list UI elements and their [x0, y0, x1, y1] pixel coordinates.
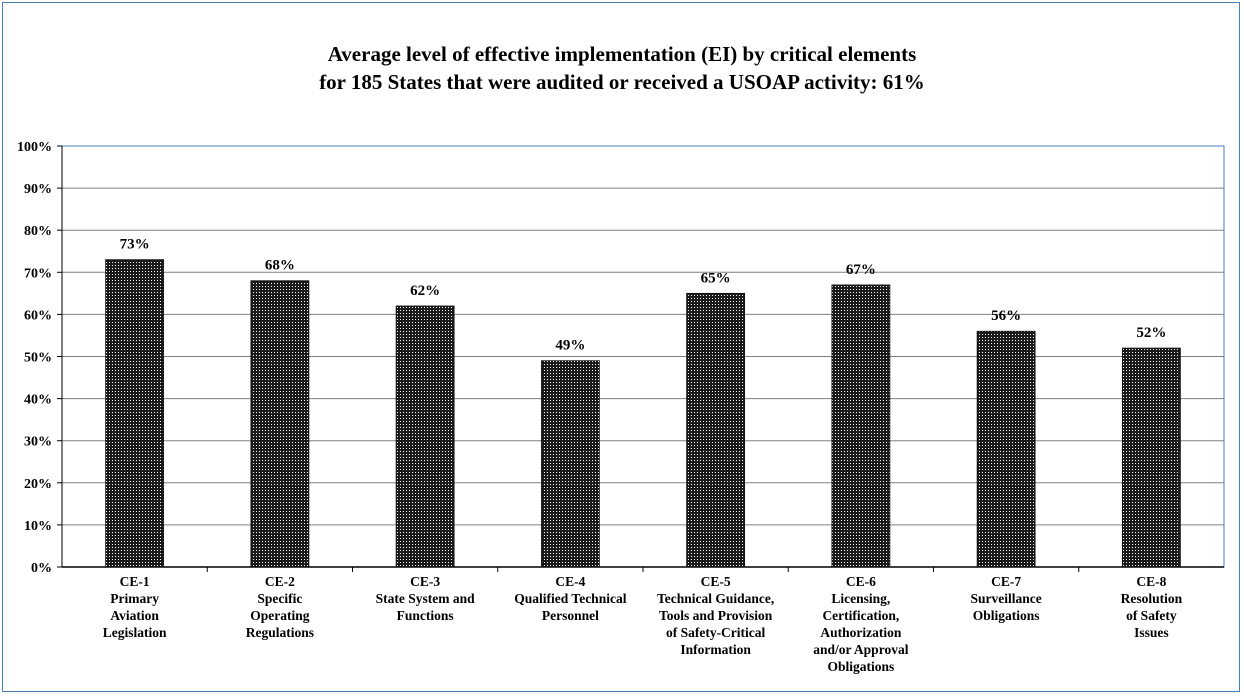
labels: 0% 10% 20% 30% 40% 50% 60% 70% 80% 90% 100% 73% CE-1…	[17, 140, 1183, 674]
category-label-line: Specific	[257, 591, 302, 606]
data-label: 52%	[1136, 325, 1166, 341]
chart-title: Average level of effective implementatio…	[0, 40, 1244, 96]
category-label-line: CE-2	[265, 574, 295, 589]
y-tick-label: 70%	[24, 266, 52, 281]
bar	[540, 360, 600, 568]
category-label-line: CE-6	[846, 574, 876, 589]
category-label-line: Primary	[110, 591, 159, 606]
bar	[105, 259, 165, 568]
data-label: 68%	[265, 258, 295, 274]
category-label-line: CE-1	[120, 574, 150, 589]
category-label-line: Obligations	[827, 659, 894, 674]
category-label-line: Qualified Technical	[514, 591, 626, 606]
category-label-line: Personnel	[542, 608, 599, 623]
y-tick-label: 100%	[17, 140, 52, 155]
data-label: 62%	[410, 283, 440, 299]
category-label-line: Licensing,	[831, 591, 890, 606]
category-label-line: CE-3	[410, 574, 440, 589]
category-label-line: State System and	[376, 591, 475, 606]
category-label: CE-7 Surveillance Obligations	[971, 574, 1042, 623]
y-tick-label: 40%	[24, 393, 52, 408]
category-label-line: Information	[680, 642, 751, 657]
y-tick-label: 80%	[24, 224, 52, 239]
y-tick-label: 60%	[24, 308, 52, 323]
y-tick-label: 50%	[24, 351, 52, 366]
y-tick-label: 20%	[24, 477, 52, 492]
bar	[395, 305, 455, 568]
category-label-line: Certification,	[822, 608, 899, 623]
category-label-line: CE-4	[555, 574, 585, 589]
category-label-line: Functions	[397, 608, 454, 623]
category-label-line: CE-5	[701, 574, 731, 589]
bar	[976, 330, 1036, 568]
bar	[1121, 347, 1181, 568]
bar	[686, 292, 746, 568]
category-label-line: Resolution	[1121, 591, 1183, 606]
category-label-line: of Safety-Critical	[666, 625, 766, 640]
category-label: CE-3 State System and Functions	[376, 574, 475, 623]
category-label-line: Operating	[250, 608, 309, 623]
data-label: 67%	[846, 262, 876, 278]
data-label: 49%	[555, 338, 585, 354]
category-label-line: Regulations	[246, 625, 314, 640]
axes	[57, 145, 1225, 572]
bars	[105, 259, 1181, 568]
chart-title-line-1: Average level of effective implementatio…	[327, 42, 917, 66]
category-label-line: CE-8	[1136, 574, 1166, 589]
category-label-line: and/or Approval	[813, 642, 908, 657]
y-tick-label: 10%	[24, 519, 52, 534]
category-label-line: Issues	[1134, 625, 1169, 640]
bar	[250, 280, 310, 568]
category-label-line: Obligations	[973, 608, 1040, 623]
category-label: CE-5 Technical Guidance, Tools and Provisi…	[657, 574, 774, 657]
category-label-line: of Safety	[1126, 608, 1177, 623]
y-tick-label: 90%	[24, 182, 52, 197]
category-label-line: CE-7	[991, 574, 1021, 589]
category-label-line: Technical Guidance,	[657, 591, 774, 606]
category-label-line: Surveillance	[971, 591, 1042, 606]
category-label-line: Authorization	[820, 625, 901, 640]
category-label: CE-4 Qualified Technical Personnel	[514, 574, 626, 623]
category-label: CE-8 Resolution of Safety Issues	[1121, 574, 1183, 640]
data-label: 56%	[991, 308, 1021, 324]
bar	[831, 284, 891, 568]
category-label: CE-6 Licensing, Certification, Authorizatio…	[813, 574, 908, 674]
category-label-line: Tools and Provision	[659, 608, 773, 623]
category-label: CE-1 Primary Aviation Legislation	[103, 574, 167, 640]
y-tick-label: 30%	[24, 435, 52, 450]
category-label-line: Legislation	[103, 625, 167, 640]
data-label: 73%	[120, 237, 150, 253]
y-tick-label: 0%	[31, 561, 52, 576]
chart-title-line-2: for 185 States that were audited or rece…	[319, 70, 925, 94]
gridlines	[62, 187, 1224, 526]
category-label: CE-2 Specific Operating Regulations	[246, 574, 314, 640]
data-label: 65%	[701, 270, 731, 286]
category-label-line: Aviation	[110, 608, 159, 623]
